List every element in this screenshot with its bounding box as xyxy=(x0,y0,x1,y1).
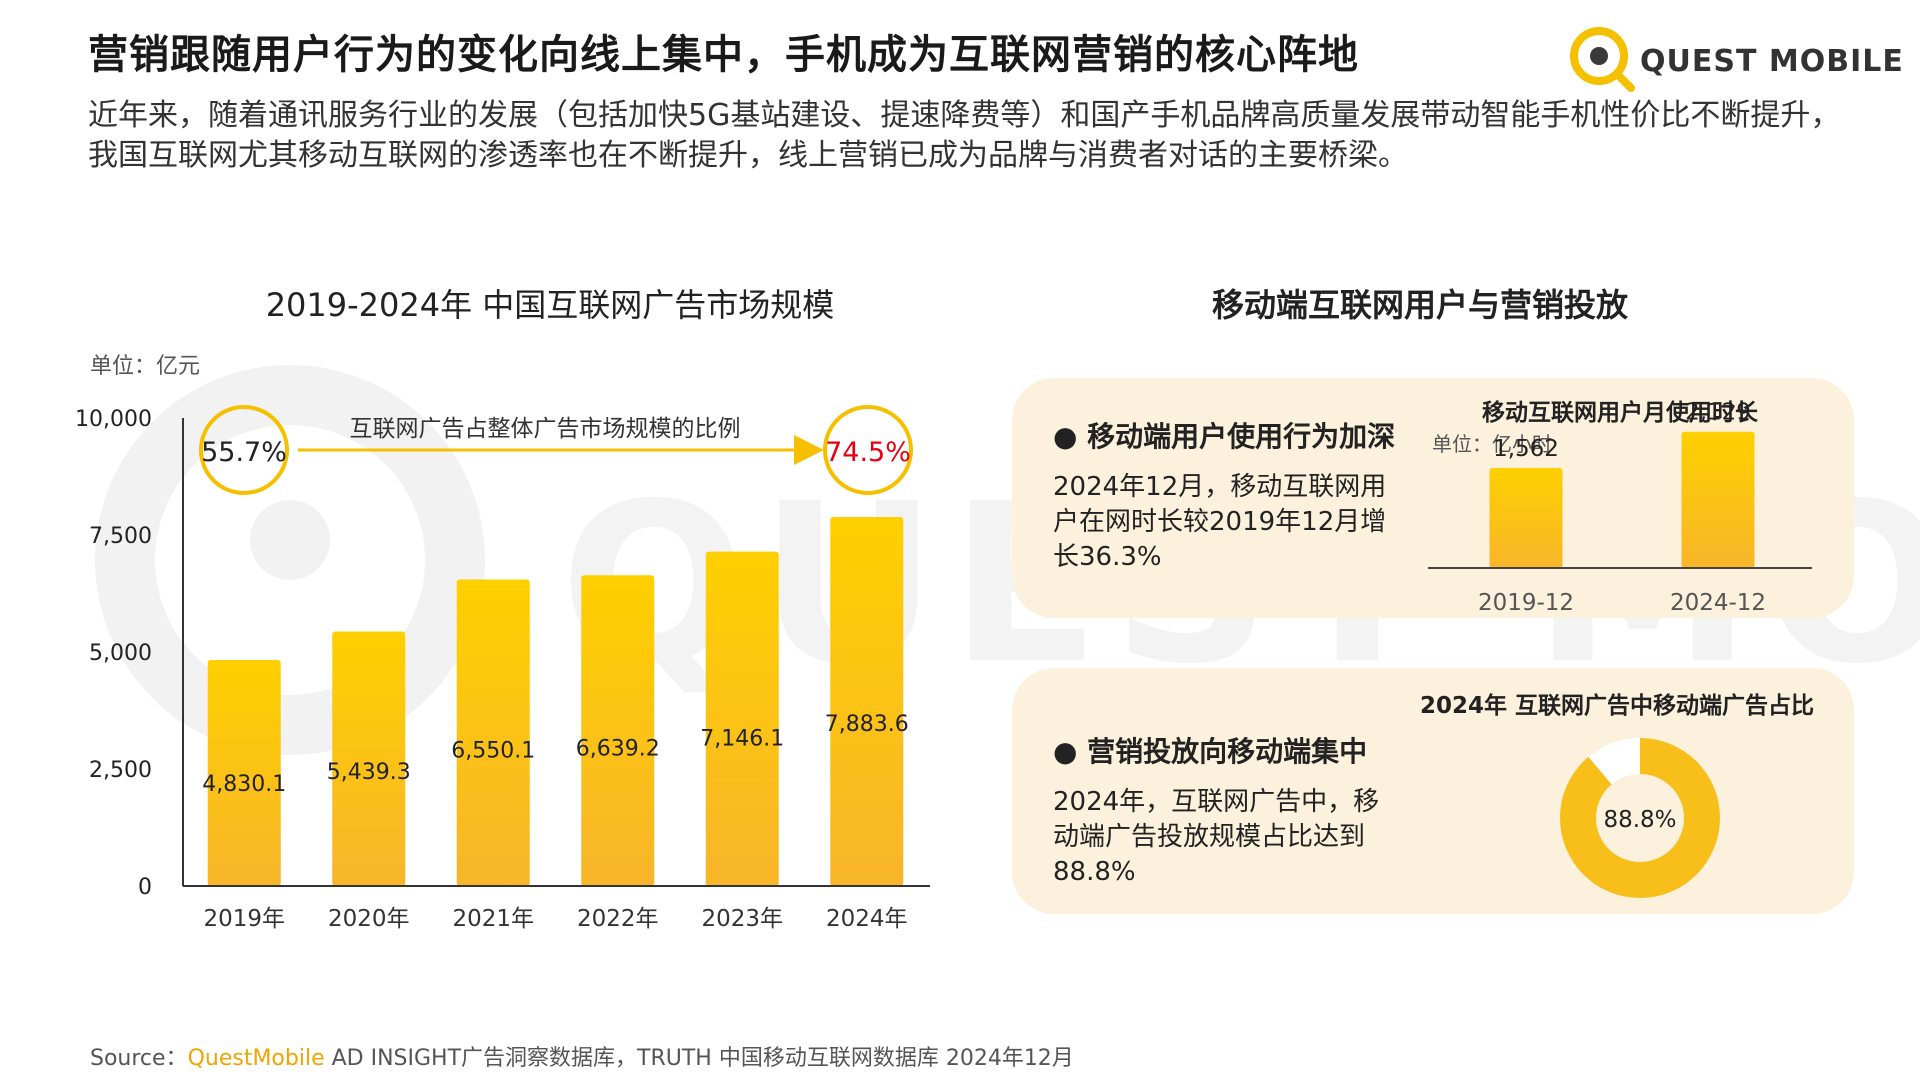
usage-bar xyxy=(1681,431,1755,568)
y-tick-label: 7,500 xyxy=(89,524,152,549)
page-title: 营销跟随用户行为的变化向线上集中，手机成为互联网营销的核心阵地 xyxy=(88,32,1359,78)
usage-chart: 1,562 2019-12 2,129 2024-12 xyxy=(1428,400,1812,616)
bar-value-label: 4,830.1 xyxy=(202,772,286,797)
market-bar xyxy=(830,517,904,886)
market-bar xyxy=(207,659,281,886)
source-prefix: Source： xyxy=(90,1046,188,1071)
source-note: Source：QuestMobile AD INSIGHT广告洞察数据库，TRU… xyxy=(90,1040,1074,1072)
bar-value-label: 7,146.1 xyxy=(700,727,784,752)
y-tick-label: 0 xyxy=(138,875,152,900)
donut-center-label: 88.8% xyxy=(1603,807,1676,833)
x-tick-label: 2022年 xyxy=(577,906,659,932)
y-tick-label: 10,000 xyxy=(75,407,152,432)
usage-value-label: 1,562 xyxy=(1493,436,1559,462)
share-end-label: 74.5% xyxy=(825,437,911,468)
y-tick-label: 2,500 xyxy=(89,758,152,783)
donut-mobile-segment xyxy=(1560,738,1720,898)
usage-chart-unit: 单位：亿小时 xyxy=(1432,432,1552,456)
x-tick-label: 2021年 xyxy=(452,906,534,932)
share-end-circle xyxy=(823,405,913,495)
x-tick-label: 2023年 xyxy=(701,906,783,932)
x-tick-label: 2020年 xyxy=(328,906,410,932)
usage-category-label: 2024-12 xyxy=(1670,590,1766,616)
x-tick-label: 2019年 xyxy=(203,906,285,932)
brand-logo-text: QUEST MOBILE xyxy=(1640,44,1904,79)
market-bar xyxy=(332,631,406,886)
mobile-ad-donut-chart: 88.8% xyxy=(1560,738,1720,898)
usage-body: 2024年12月，移动互联网用户在网时长较2019年12月增长36.3% xyxy=(1053,472,1387,572)
market-bar xyxy=(705,551,779,886)
bar-value-label: 6,639.2 xyxy=(576,736,660,761)
donut-chart-title: 2024年 互联网广告中移动端广告占比 xyxy=(1420,693,1815,719)
market-chart-title: 2019-2024年 中国互联网广告市场规模 xyxy=(265,286,835,324)
usage-value-label: 2,129 xyxy=(1685,400,1751,426)
source-highlight: QuestMobile xyxy=(187,1046,325,1071)
market-bar xyxy=(456,579,530,886)
share-start-circle xyxy=(199,405,289,495)
market-bar xyxy=(581,575,655,886)
bar-value-label: 5,439.3 xyxy=(327,760,411,785)
source-text: AD INSIGHT广告洞察数据库，TRUTH 中国移动互联网数据库 2024年… xyxy=(324,1046,1074,1071)
brand-logo-icon xyxy=(1570,27,1635,92)
market-chart-unit: 单位：亿元 xyxy=(90,354,201,379)
y-tick-label: 5,000 xyxy=(89,641,152,666)
intro-paragraph: 近年来，随着通讯服务行业的发展（包括加快5G基站建设、提速降费等）和国产手机品牌… xyxy=(88,98,1841,173)
usage-bar xyxy=(1489,468,1563,568)
watermark-logo-ring xyxy=(95,365,485,755)
usage-heading: ● 移动端用户使用行为加深 xyxy=(1053,420,1396,453)
ad-share-body: 2024年，互联网广告中，移动端广告投放规模占比达到88.8% xyxy=(1053,787,1380,887)
x-tick-label: 2024年 xyxy=(826,906,908,932)
usage-chart-title: 移动互联网用户月使用时长 xyxy=(1482,400,1758,426)
ad-share-heading: ● 营销投放向移动端集中 xyxy=(1053,735,1368,768)
share-annotation-text: 互联网广告占整体广告市场规模的比例 xyxy=(350,416,741,442)
share-start-label: 55.7% xyxy=(201,437,287,468)
market-size-chart: 0 2,500 5,000 7,500 10,000 4,830.1 5,439.3 6,5… xyxy=(75,405,930,932)
watermark-logo-dot xyxy=(250,500,330,580)
bar-value-label: 6,550.1 xyxy=(451,738,535,763)
right-section-title: 移动端互联网用户与营销投放 xyxy=(1211,286,1628,324)
bar-value-label: 7,883.6 xyxy=(825,712,909,737)
usage-category-label: 2019-12 xyxy=(1478,590,1574,616)
